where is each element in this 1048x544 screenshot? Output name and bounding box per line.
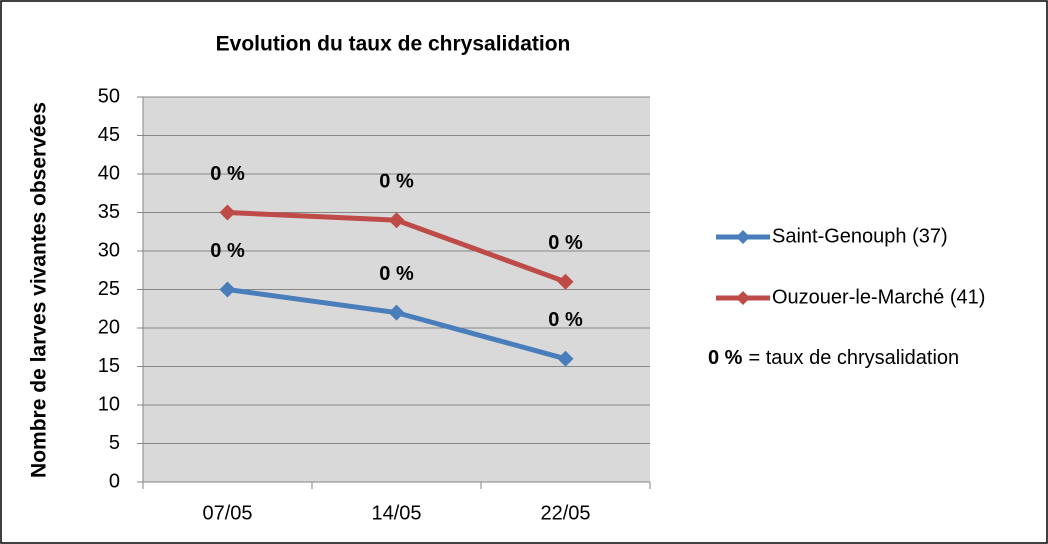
point-marker xyxy=(219,204,236,221)
x-tick-label: 22/05 xyxy=(540,502,590,524)
legend-note-bold: 0 % xyxy=(708,347,743,369)
x-tick-label: 07/05 xyxy=(202,502,252,524)
y-tick-label: 35 xyxy=(98,201,120,223)
y-axis-label: Nombre de larves vivantes observées xyxy=(28,102,51,478)
legend-note: 0 % = taux de chrysalidation xyxy=(708,347,959,369)
point-label: 0 % xyxy=(379,263,414,285)
legend-marker xyxy=(736,291,750,305)
legend-label: Ouzouer-le-Marché (41) xyxy=(772,286,985,308)
y-tick-label: 30 xyxy=(98,239,120,261)
point-marker xyxy=(557,273,574,290)
point-marker xyxy=(557,350,574,367)
point-label: 0 % xyxy=(210,240,245,262)
y-tick-label: 10 xyxy=(98,393,120,415)
y-tick-label: 40 xyxy=(98,162,120,184)
legend-marker xyxy=(736,230,750,244)
y-tick-label: 15 xyxy=(98,355,120,377)
legend-note-text: = taux de chrysalidation xyxy=(748,347,959,369)
chart-title: Evolution du taux de chrysalidation xyxy=(216,33,571,56)
y-tick-label: 25 xyxy=(98,278,120,300)
point-marker xyxy=(388,212,405,229)
point-label: 0 % xyxy=(210,163,245,185)
x-tick-label: 14/05 xyxy=(371,502,421,524)
legend-label: Saint-Genouph (37) xyxy=(772,225,948,247)
y-tick-label: 50 xyxy=(98,85,120,107)
point-marker xyxy=(388,304,405,321)
point-label: 0 % xyxy=(548,309,583,331)
y-tick-label: 0 xyxy=(109,470,120,492)
point-marker xyxy=(219,281,236,298)
y-tick-label: 45 xyxy=(98,124,120,146)
y-tick-label: 20 xyxy=(98,316,120,338)
point-label: 0 % xyxy=(548,232,583,254)
point-label: 0 % xyxy=(379,170,414,192)
y-tick-label: 5 xyxy=(109,432,120,454)
